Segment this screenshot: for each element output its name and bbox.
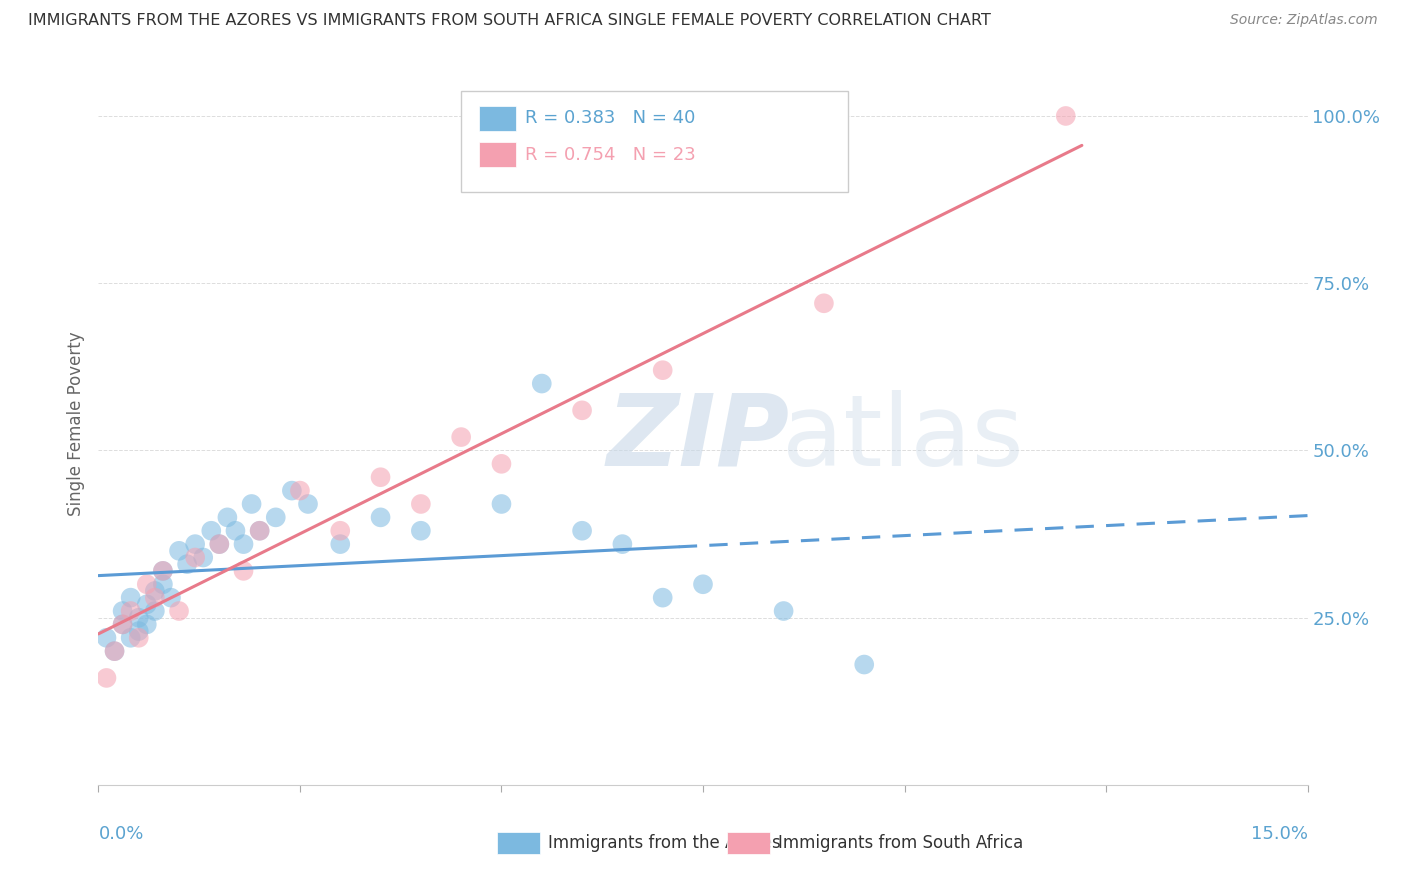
Text: IMMIGRANTS FROM THE AZORES VS IMMIGRANTS FROM SOUTH AFRICA SINGLE FEMALE POVERTY: IMMIGRANTS FROM THE AZORES VS IMMIGRANTS…: [28, 13, 991, 29]
Point: [152, 577, 174, 591]
Point: [450, 430, 472, 444]
Point: [571, 524, 593, 538]
Point: [651, 591, 673, 605]
Point: [249, 524, 271, 538]
Point: [111, 617, 134, 632]
Point: [120, 631, 142, 645]
Point: [813, 296, 835, 310]
Point: [128, 631, 150, 645]
Point: [167, 604, 190, 618]
Point: [152, 564, 174, 578]
Text: 15.0%: 15.0%: [1250, 825, 1308, 843]
Text: atlas: atlas: [782, 390, 1024, 487]
Point: [232, 537, 254, 551]
Point: [651, 363, 673, 377]
Point: [160, 591, 183, 605]
Point: [135, 598, 157, 612]
FancyBboxPatch shape: [461, 91, 848, 193]
Point: [143, 591, 166, 605]
Point: [224, 524, 246, 538]
FancyBboxPatch shape: [498, 832, 540, 854]
Point: [176, 557, 198, 572]
Point: [208, 537, 231, 551]
Point: [370, 470, 392, 484]
Point: [491, 497, 513, 511]
Text: Source: ZipAtlas.com: Source: ZipAtlas.com: [1230, 13, 1378, 28]
Point: [329, 524, 352, 538]
Point: [370, 510, 392, 524]
Text: R = 0.383   N = 40: R = 0.383 N = 40: [526, 109, 696, 127]
Point: [128, 624, 150, 639]
Point: [692, 577, 714, 591]
Text: 0.0%: 0.0%: [98, 825, 143, 843]
Point: [612, 537, 634, 551]
Point: [853, 657, 876, 672]
Point: [281, 483, 304, 498]
Point: [240, 497, 263, 511]
Point: [1054, 109, 1077, 123]
Point: [103, 644, 125, 658]
Text: ZIP: ZIP: [606, 390, 789, 487]
FancyBboxPatch shape: [727, 832, 769, 854]
Point: [120, 604, 142, 618]
Point: [103, 644, 125, 658]
Point: [143, 584, 166, 599]
Point: [128, 611, 150, 625]
Point: [571, 403, 593, 417]
FancyBboxPatch shape: [479, 106, 516, 131]
Point: [264, 510, 287, 524]
Text: Immigrants from the Azores: Immigrants from the Azores: [548, 834, 780, 852]
Point: [491, 457, 513, 471]
Y-axis label: Single Female Poverty: Single Female Poverty: [66, 332, 84, 516]
Point: [184, 550, 207, 565]
Point: [409, 497, 432, 511]
Point: [200, 524, 222, 538]
Text: Immigrants from South Africa: Immigrants from South Africa: [778, 834, 1024, 852]
Point: [329, 537, 352, 551]
Point: [167, 544, 190, 558]
Point: [152, 564, 174, 578]
Point: [135, 617, 157, 632]
Point: [96, 671, 118, 685]
Point: [143, 604, 166, 618]
Point: [208, 537, 231, 551]
Point: [232, 564, 254, 578]
Point: [409, 524, 432, 538]
Point: [297, 497, 319, 511]
Point: [288, 483, 311, 498]
Point: [96, 631, 118, 645]
FancyBboxPatch shape: [479, 142, 516, 167]
Point: [120, 591, 142, 605]
Point: [530, 376, 553, 391]
Point: [217, 510, 239, 524]
Point: [111, 617, 134, 632]
Point: [193, 550, 215, 565]
Point: [249, 524, 271, 538]
Point: [111, 604, 134, 618]
Point: [135, 577, 157, 591]
Point: [772, 604, 794, 618]
Point: [184, 537, 207, 551]
Text: R = 0.754   N = 23: R = 0.754 N = 23: [526, 146, 696, 164]
